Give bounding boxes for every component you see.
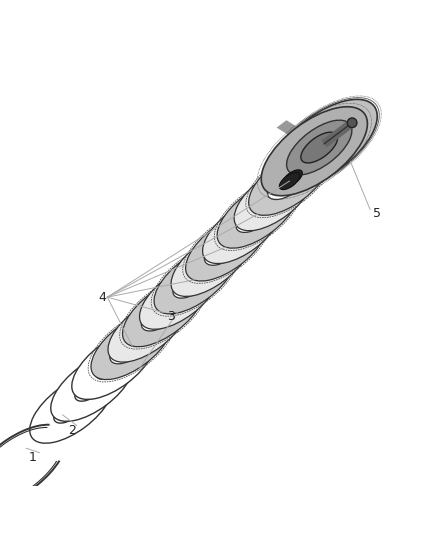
Text: 2: 2 bbox=[68, 424, 76, 437]
Ellipse shape bbox=[236, 196, 280, 232]
Ellipse shape bbox=[108, 296, 187, 362]
Ellipse shape bbox=[261, 107, 367, 196]
Ellipse shape bbox=[160, 280, 198, 312]
Ellipse shape bbox=[51, 351, 134, 421]
Ellipse shape bbox=[268, 163, 311, 199]
Text: 1: 1 bbox=[29, 450, 37, 464]
Polygon shape bbox=[321, 119, 355, 147]
Ellipse shape bbox=[129, 313, 166, 345]
Ellipse shape bbox=[217, 180, 299, 248]
Ellipse shape bbox=[72, 329, 155, 399]
Ellipse shape bbox=[271, 99, 377, 188]
Ellipse shape bbox=[75, 372, 110, 401]
Text: 4: 4 bbox=[98, 290, 106, 304]
Ellipse shape bbox=[301, 132, 338, 163]
Ellipse shape bbox=[154, 245, 236, 314]
Ellipse shape bbox=[173, 261, 217, 298]
Ellipse shape bbox=[54, 393, 89, 423]
Ellipse shape bbox=[286, 120, 352, 175]
Ellipse shape bbox=[205, 228, 248, 265]
Ellipse shape bbox=[96, 350, 131, 379]
Ellipse shape bbox=[141, 294, 185, 331]
Ellipse shape bbox=[192, 247, 230, 279]
Text: 5: 5 bbox=[373, 207, 381, 221]
Ellipse shape bbox=[171, 230, 250, 296]
Ellipse shape bbox=[110, 327, 154, 364]
Ellipse shape bbox=[140, 263, 219, 329]
Ellipse shape bbox=[279, 173, 300, 190]
Ellipse shape bbox=[234, 164, 313, 231]
Ellipse shape bbox=[186, 213, 267, 281]
Ellipse shape bbox=[347, 118, 357, 127]
Ellipse shape bbox=[249, 147, 330, 215]
Ellipse shape bbox=[91, 311, 173, 379]
Text: 3: 3 bbox=[167, 310, 175, 324]
Ellipse shape bbox=[282, 170, 302, 187]
Ellipse shape bbox=[223, 215, 261, 246]
Ellipse shape bbox=[123, 278, 204, 347]
Ellipse shape bbox=[255, 182, 293, 213]
Ellipse shape bbox=[203, 197, 282, 263]
Ellipse shape bbox=[30, 374, 113, 443]
Polygon shape bbox=[277, 120, 326, 152]
